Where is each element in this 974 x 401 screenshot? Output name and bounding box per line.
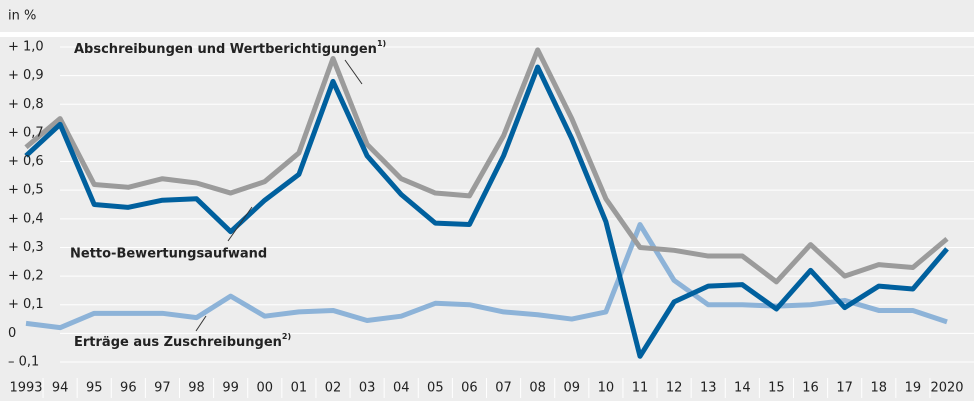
- annotation-footnote: 2): [282, 332, 291, 341]
- y-tick-label: + 0,9: [8, 68, 44, 83]
- x-tick-label: 17: [836, 381, 853, 396]
- x-tick-label: 99: [222, 381, 239, 396]
- y-tick-label: + 0,5: [8, 183, 44, 198]
- x-tick-label: 11: [632, 381, 649, 396]
- x-tick-label: 2020: [930, 381, 963, 396]
- x-tick-label: 19: [905, 381, 922, 396]
- x-tick-label: 15: [768, 381, 785, 396]
- x-tick-label: 01: [291, 381, 308, 396]
- series-annotation: Netto-Bewertungsaufwand: [70, 247, 267, 262]
- x-tick-label: 02: [325, 381, 342, 396]
- x-tick-label: 13: [700, 381, 717, 396]
- y-tick-label: + 0,8: [8, 97, 44, 112]
- x-tick-label: 12: [666, 381, 683, 396]
- x-tick-label: 97: [154, 381, 171, 396]
- y-tick-label: + 0,3: [8, 240, 44, 255]
- x-tick-label: 03: [359, 381, 376, 396]
- series-line: [24, 47, 949, 285]
- series-annotation: Abschreibungen und Wertberichtigungen1): [74, 39, 386, 57]
- series-annotation: Erträge aus Zuschreibungen2): [74, 332, 291, 350]
- lines: [24, 47, 949, 359]
- y-tick-label: – 0,1: [8, 355, 39, 370]
- x-tick-label: 98: [188, 381, 205, 396]
- x-tick-label: 00: [257, 381, 274, 396]
- x-tick-label: 94: [52, 381, 69, 396]
- y-tick-label: + 0,7: [8, 125, 44, 140]
- x-tick-label: 06: [461, 381, 478, 396]
- x-tick-label: 18: [871, 381, 888, 396]
- series-line: [25, 222, 948, 331]
- y-tick-label: + 0,4: [8, 211, 44, 226]
- annotation-footnote: 1): [377, 39, 386, 48]
- x-tick-label: 10: [598, 381, 615, 396]
- unit-label: in %: [8, 9, 36, 24]
- y-tick-label: + 0,2: [8, 269, 44, 284]
- x-tick-label: 1993: [9, 381, 42, 396]
- x-tick-label: 05: [427, 381, 444, 396]
- x-tick-label: 04: [393, 381, 410, 396]
- series-line: [24, 64, 949, 359]
- header-band: [0, 0, 974, 32]
- y-tick-label: + 0,1: [8, 297, 44, 312]
- annotation-text: Abschreibungen und Wertberichtigungen: [74, 42, 377, 57]
- x-tick-label: 14: [734, 381, 751, 396]
- x-tick-label: 16: [802, 381, 819, 396]
- x-tick-label: 95: [86, 381, 103, 396]
- y-tick-label: + 0,6: [8, 154, 44, 169]
- x-tick-label: 08: [529, 381, 546, 396]
- leader-line: [195, 315, 207, 332]
- y-tick-label: 0: [8, 326, 16, 341]
- x-tick-label: 07: [495, 381, 512, 396]
- annotation-text: Erträge aus Zuschreibungen: [74, 335, 282, 350]
- x-tick-label: 96: [120, 381, 137, 396]
- leader-line: [344, 59, 363, 85]
- leader-line: [227, 206, 253, 242]
- x-tick-label: 09: [564, 381, 581, 396]
- y-tick-label: + 1,0: [8, 40, 44, 55]
